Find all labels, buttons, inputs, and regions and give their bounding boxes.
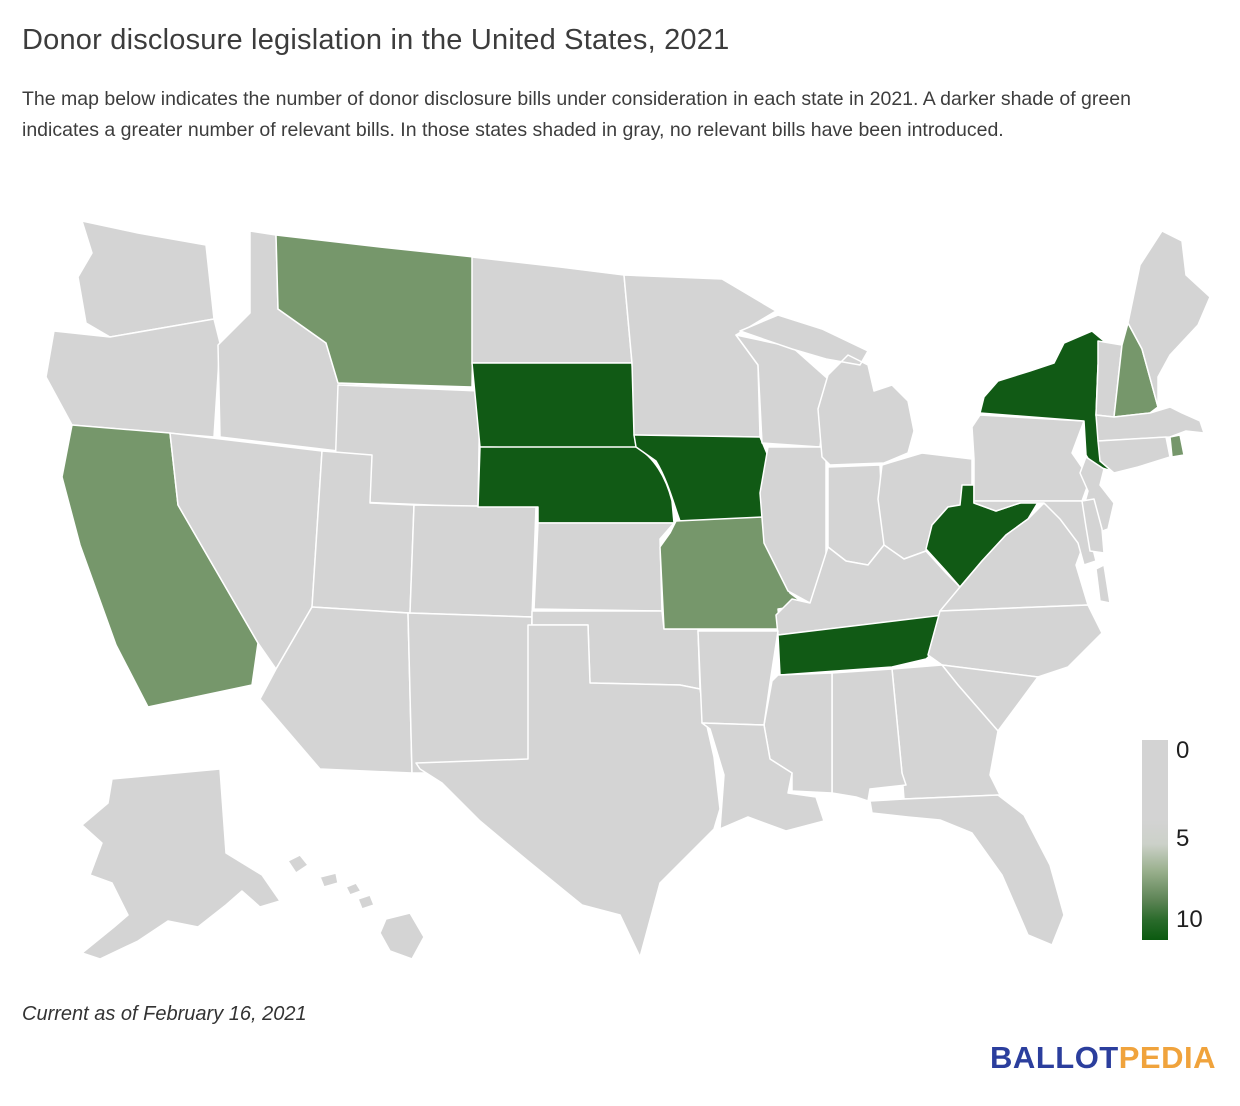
logo-pedia-text: PEDIA [1118,1040,1216,1075]
legend-tick-10: 10 [1176,906,1203,933]
state-nm[interactable] [407,612,533,774]
state-nd[interactable] [471,256,633,364]
state-ri[interactable] [1169,434,1185,458]
state-me[interactable] [1127,230,1211,408]
state-fl[interactable] [869,794,1065,946]
state-wa[interactable] [77,220,215,338]
state-mi[interactable] [739,314,915,466]
state-de[interactable] [1081,498,1105,554]
state-hi[interactable] [287,854,425,960]
state-al[interactable] [831,668,907,802]
state-ar[interactable] [697,630,779,726]
us-map-svg [45,220,1211,960]
state-la[interactable] [701,722,825,832]
us-choropleth-map [20,213,1212,990]
current-as-of-note: Current as of February 16, 2021 [22,1003,307,1025]
legend-tick-0: 0 [1176,737,1190,764]
state-tx[interactable] [415,624,721,958]
ballotpedia-logo: BALLOTPEDIA [990,1040,1216,1076]
state-in[interactable] [827,464,885,566]
legend-colorbar [1142,740,1168,940]
logo-ballot-text: BALLOT [990,1040,1119,1075]
state-pa[interactable] [971,414,1091,502]
state-il[interactable] [759,446,827,604]
state-ct[interactable] [1097,436,1171,474]
state-ak[interactable] [81,768,281,960]
state-mt[interactable] [275,234,475,388]
map-description: The map below indicates the number of do… [22,88,1131,141]
state-or[interactable] [45,318,221,438]
state-co[interactable] [409,504,537,618]
state-ks[interactable] [533,522,675,612]
state-sd[interactable] [471,362,639,450]
legend-tick-5: 5 [1176,825,1190,852]
page-title: Donor disclosure legislation in the Unit… [22,24,730,56]
